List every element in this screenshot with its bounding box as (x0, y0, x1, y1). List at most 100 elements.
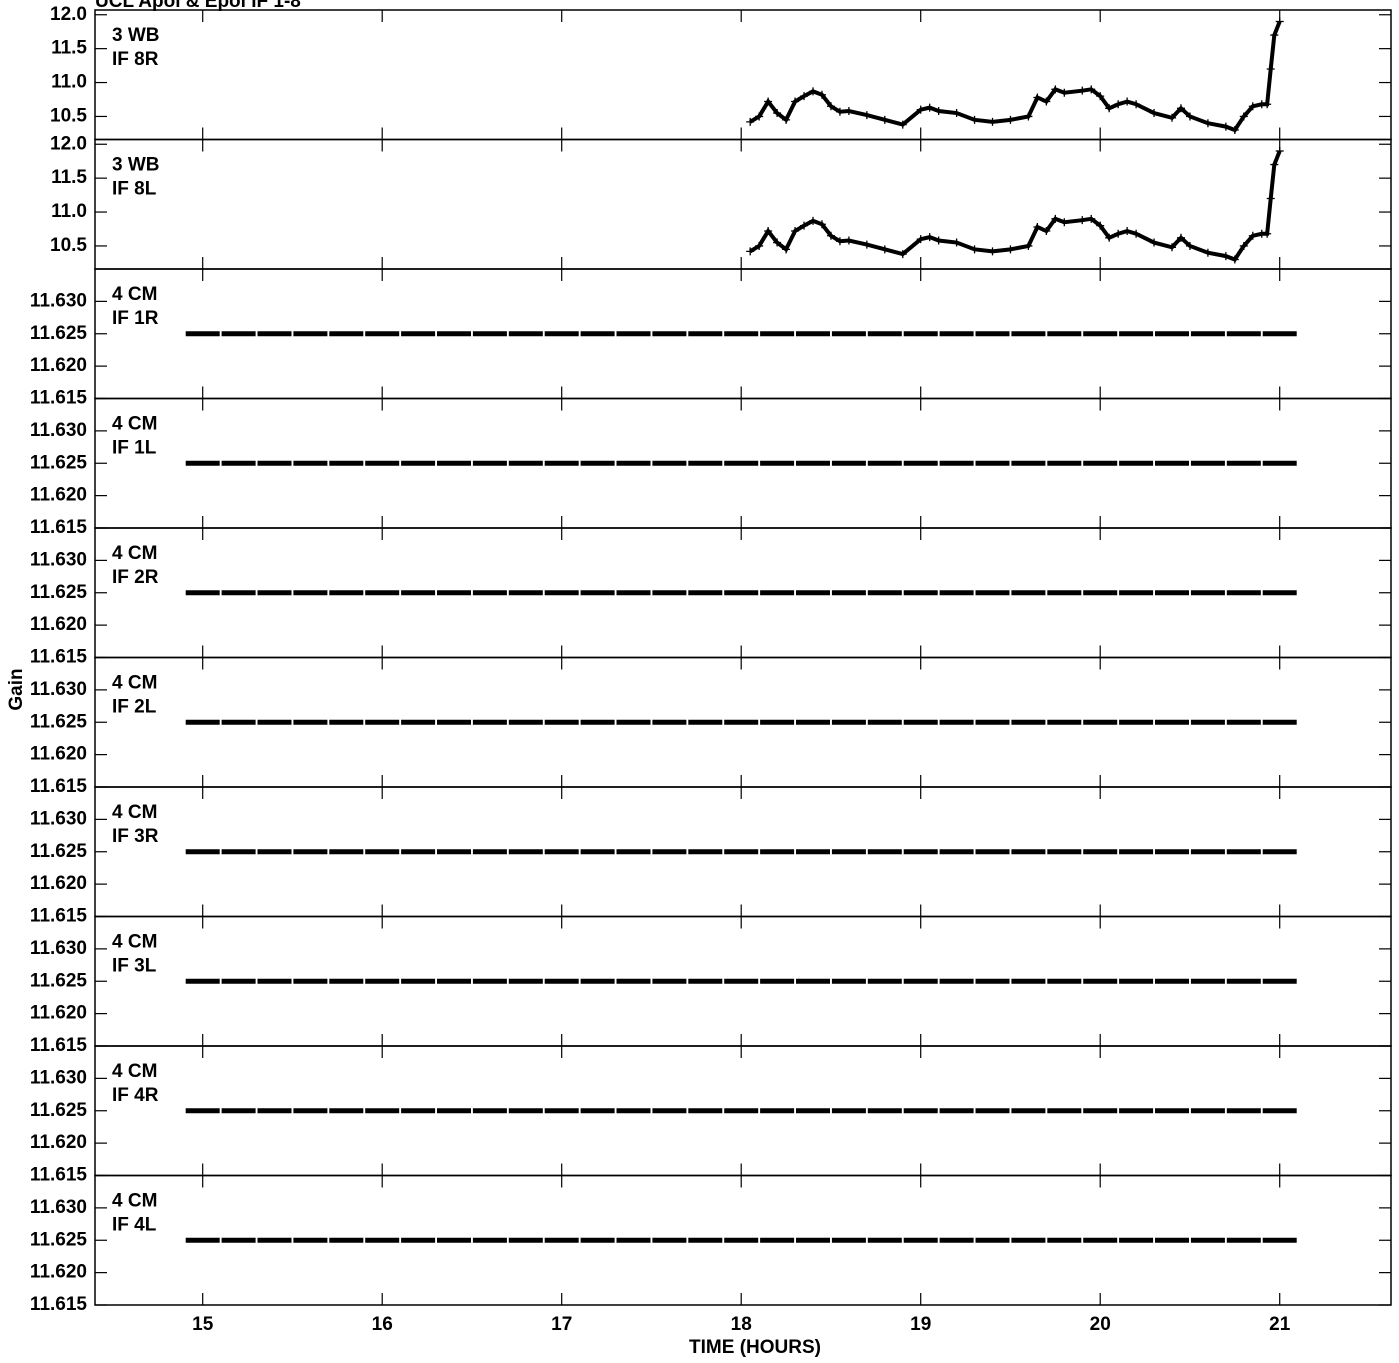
data-point (760, 719, 795, 725)
data-point (508, 978, 543, 984)
y-tick-label: 11.625 (30, 582, 87, 603)
data-point (401, 1108, 436, 1114)
y-tick-label: 11.620 (30, 1132, 87, 1153)
data-point (1083, 1237, 1118, 1243)
data-point (580, 1237, 615, 1243)
data-point (1119, 1108, 1154, 1114)
data-point (975, 331, 1010, 337)
data-point (796, 460, 831, 466)
data-point (903, 849, 938, 855)
data-point (1083, 719, 1118, 725)
data-point (544, 1108, 579, 1114)
data-point (616, 978, 651, 984)
data-point (472, 1108, 507, 1114)
y-tick-label: 11.630 (30, 679, 87, 700)
x-tick-label: 15 (192, 1314, 214, 1335)
y-tick-label: 10.5 (50, 105, 87, 126)
data-point (365, 1108, 400, 1114)
data-point (903, 590, 938, 596)
data-point (1155, 1237, 1190, 1243)
data-point (1190, 590, 1225, 596)
y-tick-label: 11.625 (30, 970, 87, 991)
data-point (293, 331, 328, 337)
x-tick-label: 17 (551, 1314, 572, 1335)
data-point (472, 719, 507, 725)
data-point (652, 590, 687, 596)
data-point (1047, 1237, 1082, 1243)
y-tick-label: 12.0 (50, 133, 87, 154)
data-point (1047, 1108, 1082, 1114)
data-point (724, 1237, 759, 1243)
data-point (1047, 331, 1082, 337)
data-point (1083, 849, 1118, 855)
data-point (329, 849, 364, 855)
data-point (401, 849, 436, 855)
data-point (975, 719, 1010, 725)
data-point (831, 1237, 866, 1243)
data-point (437, 331, 472, 337)
data-point (724, 331, 759, 337)
data-point (580, 719, 615, 725)
data-point (221, 978, 256, 984)
data-point (508, 1237, 543, 1243)
data-point (903, 1237, 938, 1243)
data-point (1155, 849, 1190, 855)
y-tick-label: 10.5 (50, 235, 87, 256)
data-point (1190, 978, 1225, 984)
data-point (616, 460, 651, 466)
data-point (221, 331, 256, 337)
data-point (1011, 1108, 1046, 1114)
data-point (652, 331, 687, 337)
data-point (688, 460, 723, 466)
panel-label: IF 8R (112, 49, 159, 70)
data-point (329, 590, 364, 596)
data-point (293, 1237, 328, 1243)
data-point (508, 849, 543, 855)
data-point (724, 460, 759, 466)
panel-label: IF 8L (112, 179, 157, 200)
y-tick-label: 11.615 (30, 1294, 87, 1315)
data-point (1155, 1108, 1190, 1114)
data-point (760, 460, 795, 466)
x-axis-label: TIME (HOURS) (689, 1337, 821, 1358)
data-point (437, 978, 472, 984)
data-point (1190, 1108, 1225, 1114)
data-point (1226, 1108, 1261, 1114)
y-tick-label: 11.620 (30, 355, 87, 376)
data-point (1083, 331, 1118, 337)
data-point (1083, 590, 1118, 596)
data-point (1047, 460, 1082, 466)
data-point (472, 590, 507, 596)
data-point (1119, 978, 1154, 984)
data-point (401, 590, 436, 596)
data-point (472, 978, 507, 984)
data-point (329, 331, 364, 337)
data-point (365, 590, 400, 596)
y-tick-label: 11.630 (30, 1067, 87, 1088)
data-point (1047, 978, 1082, 984)
data-point (472, 331, 507, 337)
data-point (365, 460, 400, 466)
data-point (939, 849, 974, 855)
data-point (616, 331, 651, 337)
data-point (257, 1237, 292, 1243)
data-point (472, 460, 507, 466)
data-point (939, 1237, 974, 1243)
data-point (688, 1108, 723, 1114)
data-point (831, 978, 866, 984)
data-point (185, 331, 220, 337)
panel-label: 4 CM (112, 284, 157, 305)
panel-label: IF 4R (112, 1085, 159, 1106)
panel-label: IF 4L (112, 1215, 157, 1236)
data-point (365, 978, 400, 984)
data-point (401, 719, 436, 725)
panel-label: IF 1R (112, 308, 159, 329)
data-point (1226, 331, 1261, 337)
data-point (437, 590, 472, 596)
data-line (749, 20, 1282, 133)
data-point (796, 1108, 831, 1114)
data-point (1119, 1237, 1154, 1243)
data-point (185, 1108, 220, 1114)
panel-label: 3 WB (112, 25, 160, 46)
